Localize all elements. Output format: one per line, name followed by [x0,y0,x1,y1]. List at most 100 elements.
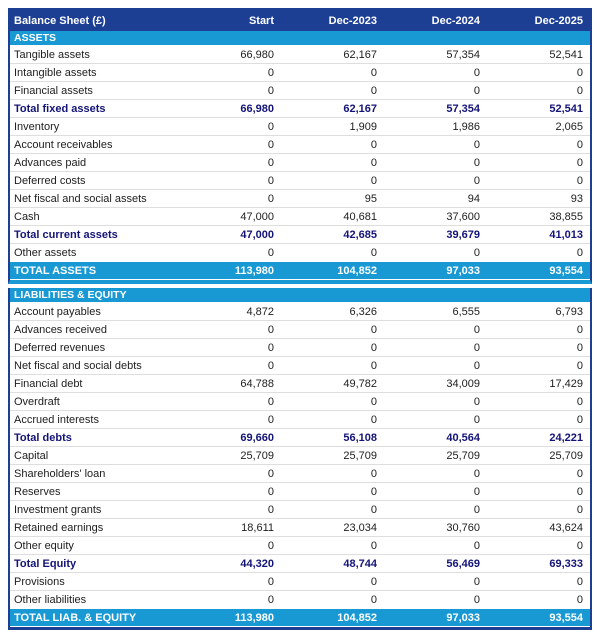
cell-dec-2023: 0 [370,467,377,480]
assets-rows: Tangible assets 66,980 62,167 57,354 52,541 I… [10,46,590,262]
cell-dec-2024: 0 [473,467,480,480]
cell-start: 0 [267,174,274,187]
row-label: Account payables [14,305,101,318]
cell-dec-2024: 37,600 [446,210,480,223]
row-label: Financial assets [14,84,93,97]
cell-start: 0 [267,539,274,552]
row-label: Total debts [14,431,72,444]
table-row: Accrued interests 0 0 0 0 [10,411,590,429]
cell-start: 0 [267,503,274,516]
table-row: Provisions 0 0 0 0 [10,573,590,591]
row-label: Financial debt [14,377,83,390]
cell-dec-2025: 52,541 [549,102,583,115]
cell-dec-2025: 43,624 [549,521,583,534]
total-liab-equity-dec-2024: 97,033 [446,611,480,624]
total-assets-row: TOTAL ASSETS 113,980 104,852 97,033 93,5… [10,262,590,280]
table-row: Other liabilities 0 0 0 0 [10,591,590,609]
assets-table: Balance Sheet (£) Start Dec-2023 Dec-202… [8,8,592,284]
cell-dec-2024: 25,709 [446,449,480,462]
row-label: Intangible assets [14,66,97,79]
table-row: Deferred revenues 0 0 0 0 [10,339,590,357]
cell-dec-2023: 0 [370,247,377,259]
table-row: Inventory 0 1,909 1,986 2,065 [10,118,590,136]
cell-dec-2025: 38,855 [549,210,583,223]
cell-dec-2025: 0 [576,247,583,259]
total-assets-start: 113,980 [234,264,274,277]
row-label: Investment grants [14,503,102,516]
cell-dec-2023: 1,909 [349,120,377,133]
liabilities-equity-rows: Account payables 4,872 6,326 6,555 6,793 Adva… [10,303,590,609]
cell-start: 0 [267,341,274,354]
cell-dec-2025: 52,541 [549,48,583,61]
cell-dec-2023: 48,744 [343,557,377,570]
row-label: Total Equity [14,557,77,570]
cell-start: 0 [267,192,274,205]
table-row: Net fiscal and social debts 0 0 0 0 [10,357,590,375]
table-row: Advances paid 0 0 0 0 [10,154,590,172]
cell-start: 0 [267,413,274,426]
row-label: Deferred costs [14,174,86,187]
balance-sheet: Balance Sheet (£) Start Dec-2023 Dec-202… [8,8,592,630]
table-row: Advances received 0 0 0 0 [10,321,590,339]
cell-start: 0 [267,395,274,408]
table-row: Cash 47,000 40,681 37,600 38,855 [10,208,590,226]
total-liab-equity-start: 113,980 [234,611,274,624]
cell-dec-2025: 2,065 [555,120,583,133]
cell-dec-2023: 62,167 [343,48,377,61]
cell-dec-2023: 0 [370,359,377,372]
total-liab-equity-dec-2023: 104,852 [337,611,377,624]
column-header-dec-2024: Dec-2024 [431,14,480,27]
cell-dec-2024: 0 [473,84,480,97]
row-label: Other equity [14,539,74,552]
cell-dec-2025: 0 [576,395,583,408]
cell-start: 25,709 [240,449,274,462]
cell-dec-2025: 0 [576,413,583,426]
cell-start: 0 [267,84,274,97]
cell-dec-2024: 6,555 [452,305,480,318]
column-header-start: Start [248,14,274,27]
row-label: Account receivables [14,138,113,151]
cell-dec-2023: 56,108 [343,431,377,444]
row-label: Overdraft [14,395,60,408]
cell-dec-2023: 0 [370,156,377,169]
cell-dec-2025: 0 [576,575,583,588]
cell-start: 47,000 [240,228,274,241]
cell-start: 0 [267,247,274,259]
cell-start: 66,980 [240,48,274,61]
cell-dec-2025: 69,333 [549,557,583,570]
table-row: Other assets 0 0 0 0 [10,244,590,262]
cell-start: 64,788 [240,377,274,390]
cell-dec-2025: 0 [576,138,583,151]
cell-dec-2023: 62,167 [343,102,377,115]
cell-dec-2025: 24,221 [549,431,583,444]
row-label: Cash [14,210,40,223]
cell-dec-2023: 23,034 [343,521,377,534]
total-assets-dec-2025: 93,554 [549,264,583,277]
cell-dec-2024: 0 [473,323,480,336]
cell-dec-2025: 93 [570,192,583,205]
cell-dec-2023: 0 [370,323,377,336]
total-liabilities-equity-row: TOTAL LIAB. & EQUITY 113,980 104,852 97,… [10,609,590,627]
cell-dec-2025: 0 [576,66,583,79]
row-label: Advances paid [14,156,87,169]
cell-dec-2025: 41,013 [549,228,583,241]
cell-dec-2025: 0 [576,341,583,354]
cell-start: 0 [267,323,274,336]
cell-dec-2023: 6,326 [349,305,377,318]
cell-dec-2024: 0 [473,156,480,169]
row-label: Shareholders' loan [14,467,106,480]
table-row: Total Equity 44,320 48,744 56,469 69,333 [10,555,590,573]
table-row: Account payables 4,872 6,326 6,555 6,793 [10,303,590,321]
cell-dec-2024: 34,009 [446,377,480,390]
row-label: Retained earnings [14,521,104,534]
cell-dec-2023: 95 [364,192,377,205]
row-label: Accrued interests [14,413,99,426]
cell-dec-2023: 0 [370,413,377,426]
cell-dec-2025: 17,429 [549,377,583,390]
row-label: Net fiscal and social assets [14,192,147,205]
row-label: Total fixed assets [14,102,106,115]
row-label: Other assets [14,247,77,259]
cell-dec-2023: 42,685 [343,228,377,241]
table-row: Tangible assets 66,980 62,167 57,354 52,541 [10,46,590,64]
column-header-dec-2023: Dec-2023 [328,14,377,27]
